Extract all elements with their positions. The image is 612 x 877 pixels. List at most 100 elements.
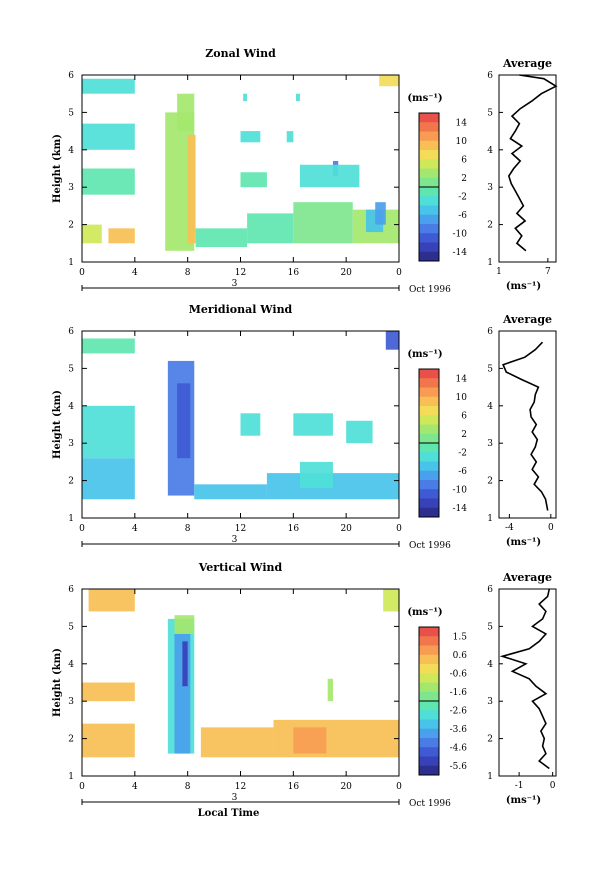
- heatmap-cell: [82, 405, 135, 459]
- colorbar-swatch: [419, 461, 439, 472]
- colorbar-tick-label: -2: [458, 448, 467, 458]
- avg-x-tick-label: 1: [496, 267, 502, 277]
- colorbar-swatch: [419, 654, 439, 665]
- colorbar-swatch: [419, 224, 439, 234]
- y-tick-label: 1: [68, 258, 74, 268]
- avg-y-tick-label: 5: [487, 108, 493, 118]
- colorbar-swatch: [419, 691, 439, 702]
- x-tick-label: 12: [235, 268, 246, 278]
- colorbar-tick-label: -3.6: [450, 725, 468, 735]
- x-tick-label: 8: [185, 268, 191, 278]
- colorbar-swatch: [419, 756, 439, 767]
- heatmap-cell: [293, 202, 353, 244]
- colorbar-swatch: [419, 738, 439, 748]
- colorbar-swatch: [419, 369, 439, 379]
- date-day-label: 3: [232, 279, 238, 289]
- date-day-label: 3: [232, 535, 238, 545]
- colorbar-tick-label: 0.6: [453, 651, 468, 661]
- colorbar-swatch: [419, 673, 439, 683]
- colorbar-swatch: [419, 168, 439, 179]
- colorbar-swatch: [419, 233, 439, 243]
- colorbar-swatch: [419, 747, 439, 757]
- y-tick-label: 2: [68, 477, 74, 487]
- average-line: [502, 341, 549, 511]
- x-tick-label: 0: [79, 782, 85, 792]
- colorbar-swatch: [419, 187, 439, 197]
- avg-y-tick-label: 2: [487, 477, 493, 487]
- colorbar-swatch: [419, 452, 439, 462]
- colorbar-tick-label: 14: [456, 118, 468, 128]
- heatmap-cell: [327, 678, 333, 702]
- colorbar-swatch: [419, 627, 439, 637]
- heatmap-cell: [82, 458, 135, 500]
- colorbar-tick-label: -10: [453, 485, 468, 495]
- colorbar-tick-label: 1.5: [453, 632, 468, 642]
- colorbar-swatch: [419, 406, 439, 416]
- average-line: [499, 588, 551, 770]
- colorbar-swatch: [419, 480, 439, 490]
- heatmap-cells: [82, 75, 399, 251]
- colorbar-tick-label: -2: [458, 192, 467, 202]
- colorbar-swatch: [419, 498, 439, 509]
- heatmap-cell: [82, 123, 135, 150]
- average-frame: [498, 330, 557, 519]
- average-profile: Average 1 2 3 4 5 6 -1 0 (ms⁻¹): [487, 571, 557, 806]
- colorbar-tick-label: -6: [458, 467, 467, 477]
- avg-y-tick-label: 2: [487, 221, 493, 231]
- colorbar-swatch: [419, 251, 439, 262]
- heatmap-cell: [240, 172, 267, 188]
- colorbar-tick-label: 6: [461, 155, 467, 165]
- heatmap-cell: [82, 168, 135, 195]
- avg-x-axis-label: (ms⁻¹): [506, 537, 541, 548]
- date-label: Oct 1996: [409, 285, 451, 295]
- x-tick-label: 20: [340, 524, 352, 534]
- avg-y-tick-label: 5: [487, 364, 493, 374]
- heatmap-cell: [286, 131, 294, 143]
- average-title: Average: [502, 313, 552, 326]
- date-day-label: 3: [232, 793, 238, 803]
- heatmap-cell: [299, 461, 333, 489]
- heatmap-cell: [273, 719, 399, 758]
- average-profile: Average 1 2 3 4 5 6 1 7 (ms⁻¹): [487, 57, 558, 292]
- colorbar-swatch: [419, 433, 439, 444]
- avg-y-tick-label: 1: [487, 514, 493, 524]
- colorbar-tick-label: 2: [461, 430, 467, 440]
- heatmap-cell: [293, 413, 333, 436]
- heatmap-cell: [295, 93, 300, 102]
- heatmap-cell: [293, 727, 327, 754]
- y-tick-label: 6: [68, 71, 74, 81]
- average-frame: [498, 74, 557, 263]
- average-profile: Average 1 2 3 4 5 6 -4 0 (ms⁻¹): [487, 313, 557, 548]
- colorbar-swatch: [419, 415, 439, 425]
- avg-x-axis-label: (ms⁻¹): [506, 281, 541, 292]
- avg-y-tick-label: 1: [487, 772, 493, 782]
- colorbar-swatch: [419, 701, 439, 711]
- avg-y-tick-label: 3: [487, 183, 493, 193]
- avg-y-tick-label: 4: [487, 402, 493, 412]
- heatmap-cell: [346, 420, 373, 444]
- avg-y-tick-label: 3: [487, 697, 493, 707]
- colorbar-swatch: [419, 242, 439, 253]
- avg-y-tick-label: 2: [487, 735, 493, 745]
- x-tick-label: 0: [79, 524, 85, 534]
- colorbar-swatch: [419, 378, 439, 388]
- colorbar-tick-label: 14: [456, 374, 468, 384]
- x-tick-label: 16: [288, 524, 300, 534]
- x-tick-label: 20: [340, 268, 352, 278]
- y-tick-label: 2: [68, 735, 74, 745]
- heatmap-cell: [82, 224, 102, 244]
- panel-title: Meridional Wind: [189, 303, 293, 316]
- heatmap-cell: [240, 131, 261, 143]
- average-frame: [498, 588, 557, 777]
- heatmap-cell: [177, 383, 191, 459]
- colorbar-swatch: [419, 489, 439, 499]
- date-label: Oct 1996: [409, 541, 451, 551]
- heatmap-cell: [379, 75, 399, 87]
- colorbar-swatch: [419, 710, 439, 720]
- colorbar-swatch: [419, 205, 439, 216]
- average-title: Average: [502, 57, 552, 70]
- heatmap-cell: [82, 682, 135, 702]
- heatmap-cell: [187, 134, 196, 244]
- y-tick-label: 6: [68, 585, 74, 595]
